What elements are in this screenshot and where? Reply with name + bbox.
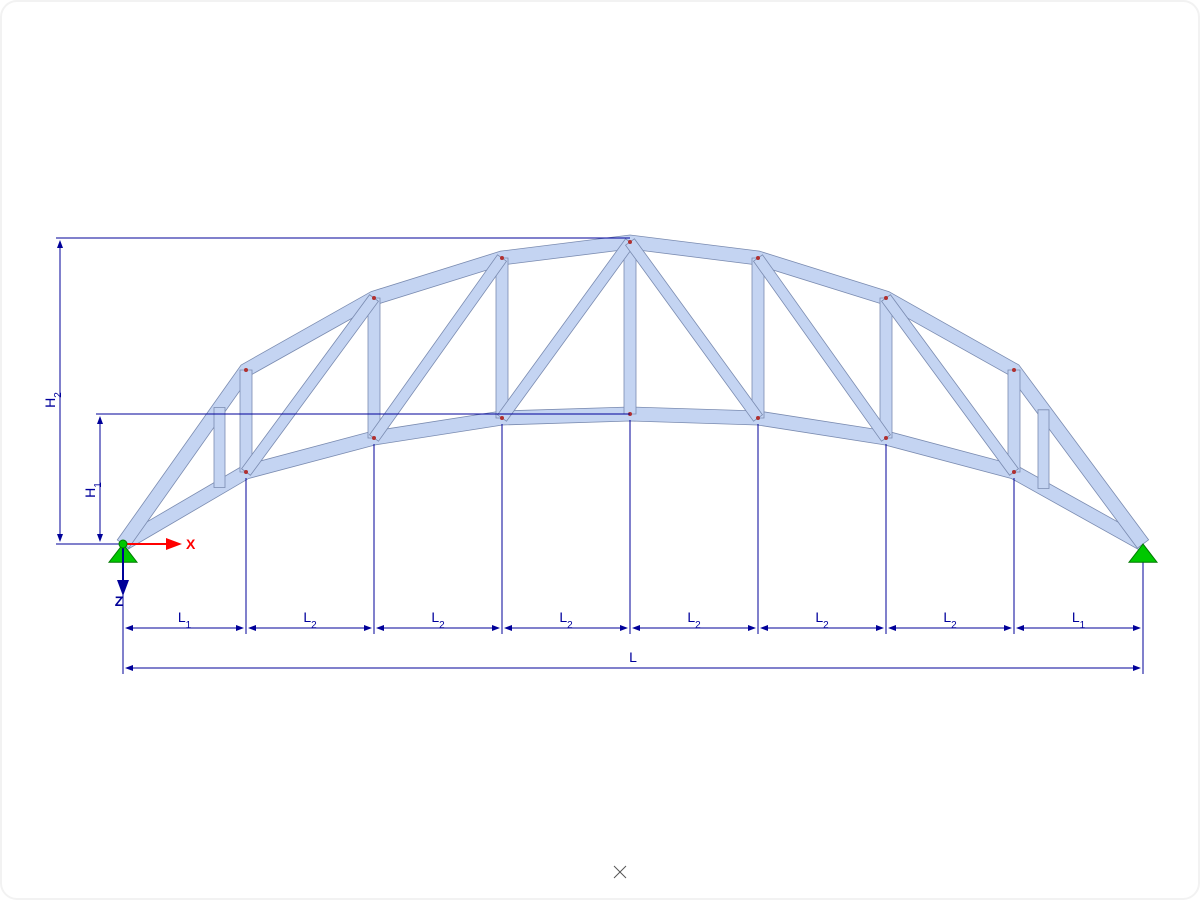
- node-dot: [244, 368, 248, 372]
- node-dot: [884, 296, 888, 300]
- segment-label: L2: [687, 609, 701, 631]
- node-dot: [628, 240, 632, 244]
- node-dot: [372, 296, 376, 300]
- axis-x-label: X: [186, 536, 196, 552]
- diagram-stage: L1L2L2L2L2L2L2L1LH2H1XZ: [0, 0, 1200, 900]
- node-dot: [244, 470, 248, 474]
- vertical-member: [880, 298, 892, 438]
- node-dot: [1012, 470, 1016, 474]
- vertical-member: [752, 258, 764, 418]
- node-dot: [372, 436, 376, 440]
- node-dot: [756, 256, 760, 260]
- node-dot: [500, 256, 504, 260]
- node-dot: [1012, 368, 1016, 372]
- node-dot: [884, 436, 888, 440]
- vertical-member: [368, 298, 380, 438]
- vertical-member: [496, 258, 508, 418]
- node-dot: [756, 416, 760, 420]
- segment-label: L1: [178, 609, 192, 631]
- node-dot: [500, 416, 504, 420]
- vertical-member-short: [1038, 410, 1049, 489]
- segment-label: L2: [431, 609, 445, 631]
- vertical-member-short: [214, 407, 225, 487]
- diagonal-member: [498, 239, 635, 421]
- span-label: L: [629, 649, 637, 665]
- segment-label: L1: [1072, 609, 1086, 631]
- diagram-svg: L1L2L2L2L2L2L2L1LH2H1XZ: [0, 0, 1200, 900]
- axis-z-label: Z: [115, 593, 124, 609]
- truss-group: [117, 235, 1148, 550]
- segment-label: L2: [303, 609, 317, 631]
- segment-label: L2: [559, 609, 573, 631]
- origin-dot: [119, 540, 127, 548]
- diagonal-member: [626, 239, 763, 421]
- segment-label: L2: [815, 609, 829, 631]
- segment-label: L2: [943, 609, 957, 631]
- vertical-member: [624, 242, 636, 414]
